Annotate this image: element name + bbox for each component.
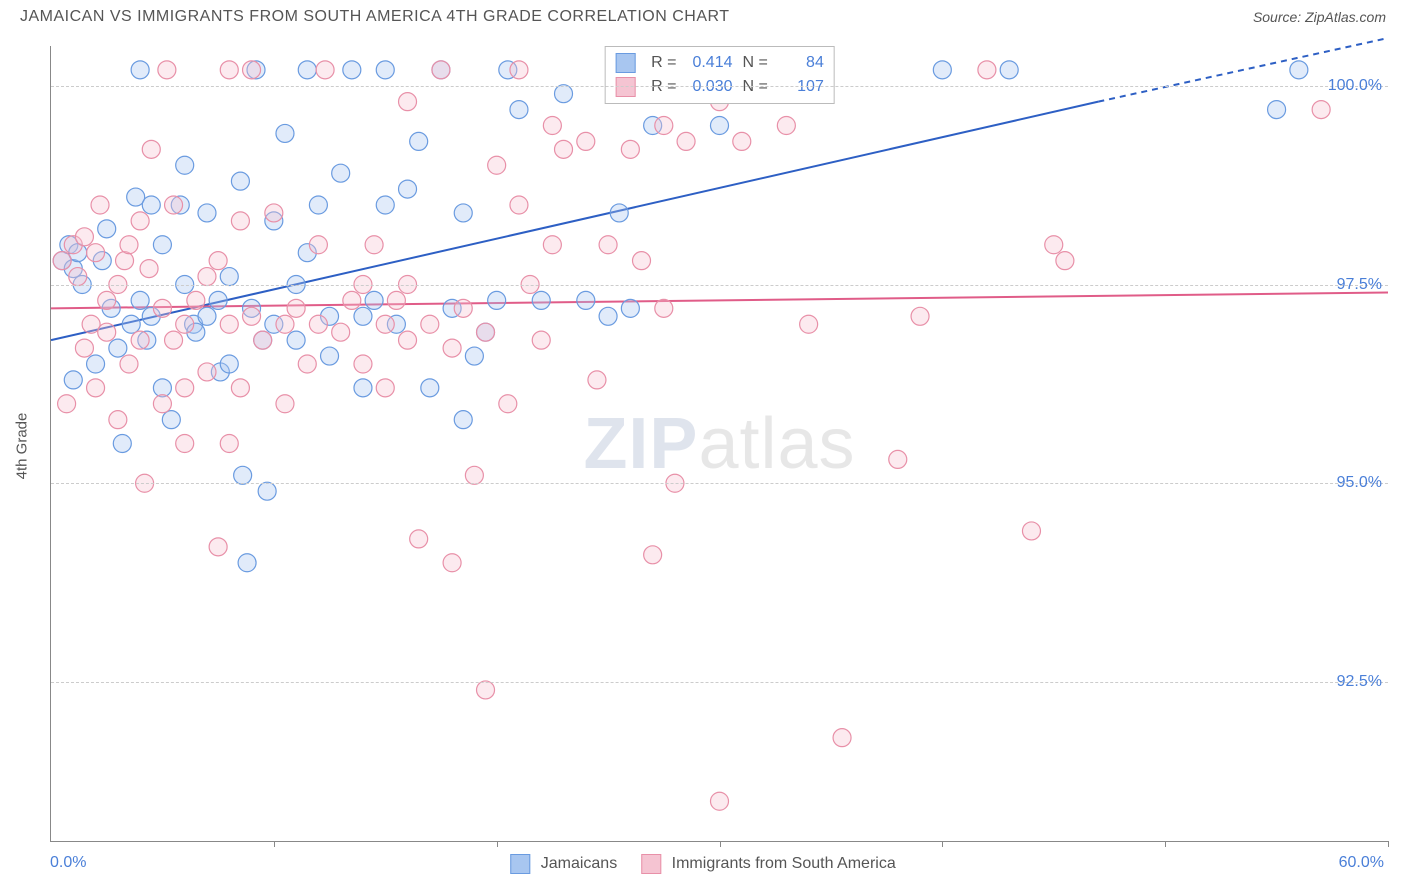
x-tick (1388, 841, 1389, 847)
legend: Jamaicans Immigrants from South America (510, 854, 895, 874)
scatter-plot-svg (51, 46, 1388, 841)
y-tick-label: 92.5% (1337, 673, 1382, 691)
x-tick (274, 841, 275, 847)
legend-item-series2: Immigrants from South America (641, 854, 896, 874)
legend-swatch-series2 (641, 854, 661, 874)
stats-row-series2: R = 0.030 N = 107 (615, 75, 824, 99)
swatch-series2 (615, 77, 635, 97)
source-attribution: Source: ZipAtlas.com (1253, 9, 1386, 25)
x-tick (942, 841, 943, 847)
y-tick-label: 95.0% (1337, 474, 1382, 492)
gridline-h (51, 682, 1388, 683)
chart-title: JAMAICAN VS IMMIGRANTS FROM SOUTH AMERIC… (20, 8, 730, 26)
swatch-series1 (615, 53, 635, 73)
chart-area: ZIPatlas R = 0.414 N = 84 R = 0.030 N = … (50, 46, 1388, 842)
y-tick-label: 100.0% (1328, 77, 1382, 95)
y-tick-label: 97.5% (1337, 276, 1382, 294)
gridline-h (51, 285, 1388, 286)
x-axis-min-label: 0.0% (50, 854, 86, 872)
legend-swatch-series1 (510, 854, 530, 874)
gridline-h (51, 483, 1388, 484)
x-axis-max-label: 60.0% (1339, 854, 1384, 872)
x-tick (720, 841, 721, 847)
x-tick (1165, 841, 1166, 847)
stats-row-series1: R = 0.414 N = 84 (615, 51, 824, 75)
correlation-stats-box: R = 0.414 N = 84 R = 0.030 N = 107 (604, 46, 835, 104)
gridline-h (51, 86, 1388, 87)
y-axis-label: 4th Grade (14, 413, 31, 480)
legend-item-series1: Jamaicans (510, 854, 617, 874)
x-tick (497, 841, 498, 847)
